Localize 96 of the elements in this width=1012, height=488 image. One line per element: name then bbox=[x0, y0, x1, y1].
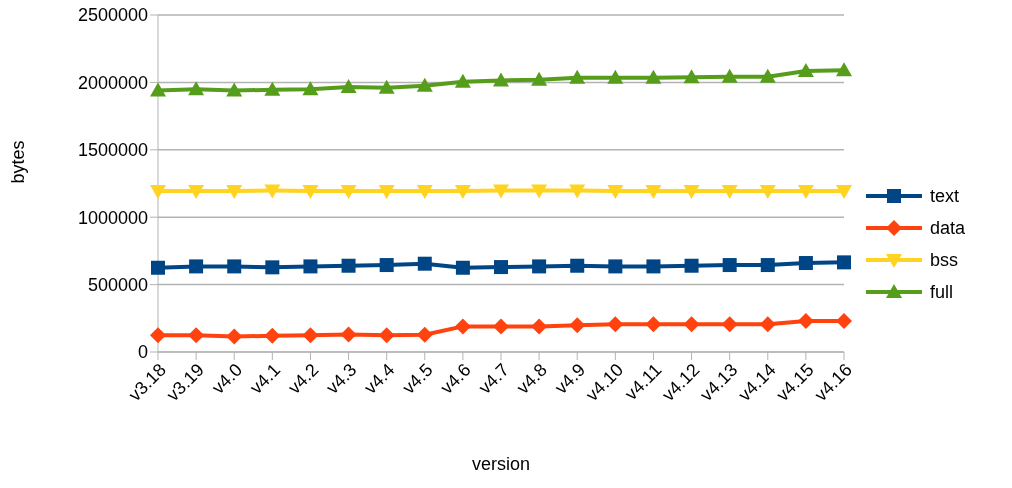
y-tick-label: 0 bbox=[137, 342, 148, 363]
point bbox=[494, 260, 508, 275]
point bbox=[759, 184, 776, 199]
y-tick-label: 2000000 bbox=[77, 72, 148, 93]
point bbox=[302, 184, 319, 199]
x-tick-label: v4.0 bbox=[207, 359, 247, 398]
point bbox=[798, 256, 813, 271]
point bbox=[570, 258, 585, 273]
legend-label: bss bbox=[930, 249, 959, 271]
point bbox=[416, 77, 433, 92]
x-tick-label: v4.6 bbox=[436, 359, 475, 398]
y-tick-label: 1000000 bbox=[77, 207, 148, 228]
point bbox=[721, 68, 738, 83]
point bbox=[188, 327, 205, 344]
point bbox=[189, 259, 204, 274]
y-tick-label: 2500000 bbox=[77, 5, 148, 26]
point bbox=[493, 318, 509, 335]
point bbox=[760, 258, 775, 273]
point bbox=[684, 258, 699, 273]
point bbox=[340, 79, 357, 94]
point bbox=[226, 328, 243, 345]
point bbox=[454, 318, 471, 335]
y-axis-title: bytes bbox=[8, 140, 29, 184]
legend-label: full bbox=[930, 281, 954, 303]
point bbox=[607, 69, 624, 84]
point bbox=[227, 259, 242, 274]
point bbox=[532, 259, 547, 274]
x-tick-label: v4.5 bbox=[398, 359, 437, 398]
x-tick-label: v4.7 bbox=[474, 359, 513, 398]
point bbox=[645, 316, 662, 333]
point bbox=[150, 184, 166, 199]
point bbox=[837, 255, 851, 270]
point bbox=[340, 326, 357, 343]
point bbox=[683, 316, 700, 333]
x-tick-label: v4.3 bbox=[322, 359, 361, 398]
point bbox=[303, 259, 318, 274]
point bbox=[531, 71, 548, 86]
point bbox=[150, 327, 166, 344]
legend-label: data bbox=[930, 217, 966, 239]
point bbox=[531, 318, 548, 335]
point bbox=[188, 81, 205, 96]
x-tick-label: v4.1 bbox=[245, 359, 285, 398]
point bbox=[264, 81, 281, 96]
point bbox=[645, 184, 662, 199]
point bbox=[416, 326, 433, 343]
point bbox=[646, 259, 661, 274]
point bbox=[645, 69, 662, 84]
point bbox=[417, 256, 432, 271]
point bbox=[454, 73, 471, 88]
point bbox=[226, 82, 243, 97]
point bbox=[378, 184, 395, 199]
point bbox=[341, 258, 356, 273]
x-tick-label: v4.8 bbox=[512, 359, 551, 398]
point bbox=[265, 260, 280, 275]
point bbox=[379, 258, 394, 273]
point bbox=[607, 184, 624, 199]
point bbox=[836, 184, 852, 199]
point bbox=[759, 316, 776, 333]
point bbox=[721, 184, 738, 199]
point bbox=[151, 260, 165, 275]
point bbox=[493, 184, 509, 199]
point bbox=[531, 184, 548, 199]
point bbox=[836, 313, 852, 329]
point bbox=[607, 316, 624, 333]
point bbox=[264, 327, 281, 344]
point bbox=[226, 184, 243, 199]
point bbox=[759, 68, 776, 83]
point bbox=[264, 184, 281, 199]
legend-label: text bbox=[930, 185, 960, 207]
point bbox=[302, 327, 319, 344]
point bbox=[797, 62, 814, 77]
point bbox=[836, 62, 852, 77]
point bbox=[378, 327, 395, 344]
point bbox=[608, 259, 623, 274]
point bbox=[683, 69, 700, 84]
point bbox=[569, 317, 586, 334]
point bbox=[455, 260, 470, 275]
point bbox=[569, 184, 586, 199]
point bbox=[454, 184, 471, 199]
point bbox=[683, 184, 700, 199]
x-axis-title: version bbox=[471, 454, 531, 474]
point bbox=[378, 79, 395, 94]
x-tick-label: v4.4 bbox=[360, 359, 399, 398]
x-tick-label: v4.2 bbox=[284, 359, 323, 398]
point bbox=[340, 184, 357, 199]
point bbox=[416, 184, 433, 199]
point bbox=[797, 313, 814, 329]
point bbox=[569, 69, 586, 84]
point bbox=[721, 316, 738, 333]
point bbox=[302, 81, 319, 96]
point bbox=[188, 184, 205, 199]
point bbox=[722, 258, 737, 273]
y-tick-label: 500000 bbox=[87, 274, 148, 295]
y-tick-label: 1500000 bbox=[77, 140, 148, 161]
point bbox=[797, 184, 814, 199]
point bbox=[493, 72, 509, 87]
